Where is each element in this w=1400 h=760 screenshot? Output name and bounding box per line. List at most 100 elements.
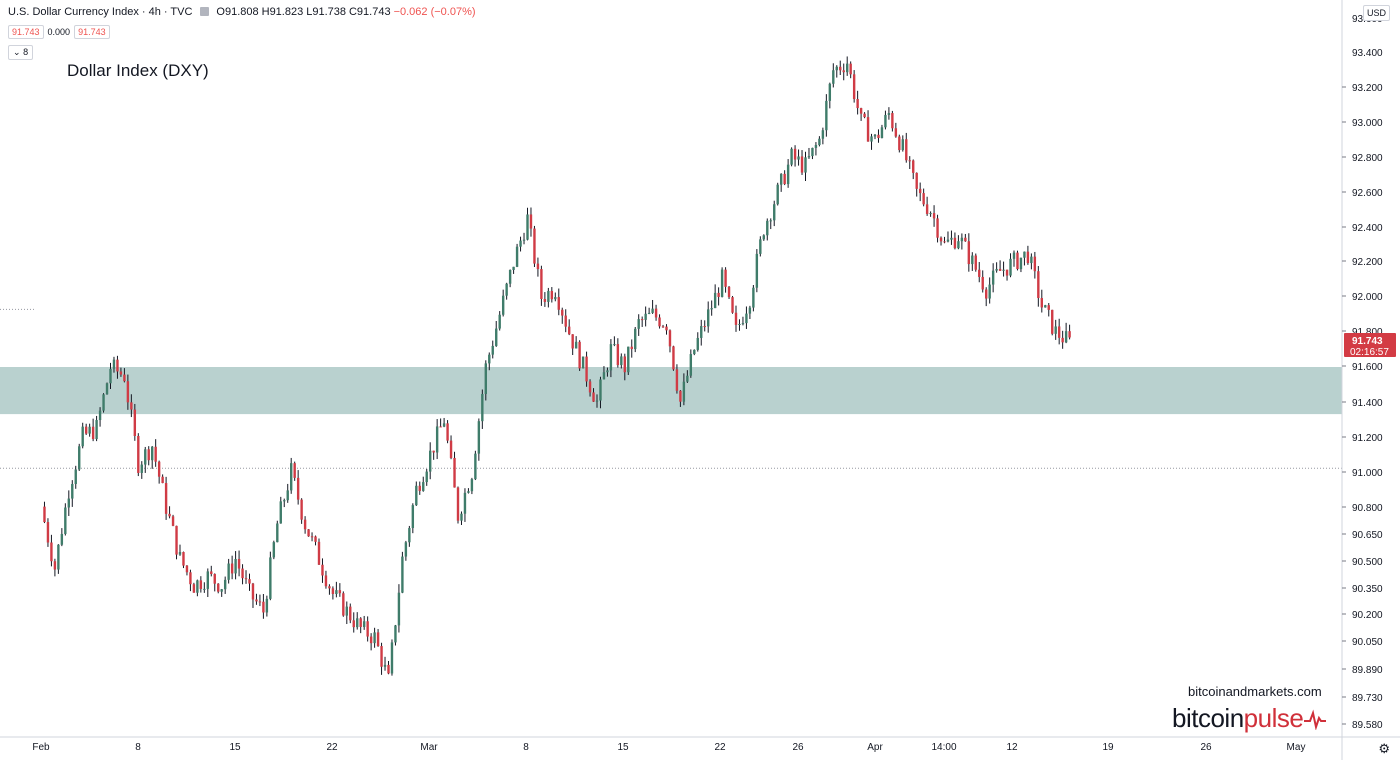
candle-body [859, 108, 863, 114]
candle-body [776, 184, 779, 205]
candle-body [57, 544, 60, 570]
candle-body [953, 237, 957, 249]
candle-body [644, 313, 647, 320]
change-value: −0.062 (−0.07%) [393, 6, 476, 18]
gear-icon[interactable]: ⚙ [1378, 741, 1390, 756]
candle-body [425, 471, 428, 483]
candle-body [786, 164, 790, 185]
candle-body [102, 394, 105, 411]
y-tick-label: 91.200 [1352, 433, 1383, 444]
candle-body [1023, 251, 1026, 258]
candle-body [1009, 258, 1012, 276]
ask-box[interactable]: 91.743 [74, 25, 110, 39]
candle-body [995, 268, 998, 271]
x-tick-label: Apr [867, 742, 883, 753]
candle-body [734, 312, 738, 325]
bid-box[interactable]: 91.743 [8, 25, 44, 39]
candle-body [1068, 331, 1071, 338]
candle-body [682, 381, 686, 402]
candle-body [769, 220, 772, 222]
candle-body [442, 423, 446, 427]
candle-body [985, 289, 988, 299]
candle-body [147, 449, 150, 461]
candle-body [439, 426, 442, 428]
candle-body [856, 99, 859, 109]
candle-body [693, 349, 696, 355]
y-tick-label: 90.500 [1352, 557, 1383, 568]
candle-body [627, 346, 630, 373]
candle-body [1012, 252, 1016, 259]
eye-icon[interactable] [200, 7, 210, 16]
candle-body [752, 287, 755, 308]
candle-body [634, 328, 637, 350]
candle-body [467, 491, 470, 493]
candle-body [578, 341, 581, 369]
x-tick-label: 22 [714, 742, 726, 753]
candle-body [981, 276, 984, 290]
candle-body [408, 528, 411, 543]
x-tick-label: 26 [1200, 742, 1212, 753]
y-tick-label: 93.400 [1352, 48, 1383, 59]
candle-body [936, 218, 939, 238]
candle-body [606, 370, 609, 373]
candle-body [696, 337, 699, 350]
candle-body [932, 213, 936, 219]
candle-body [123, 374, 126, 382]
indicator-count: 8 [23, 47, 29, 57]
candle-body [713, 292, 717, 309]
countdown-label: 02:16:57 [1350, 347, 1389, 358]
y-tick-label: 90.200 [1352, 610, 1383, 621]
candle-body [310, 536, 314, 538]
y-tick-label: 90.350 [1352, 584, 1383, 595]
candle-body [112, 359, 116, 369]
candle-body [227, 563, 230, 580]
candle-body [460, 513, 463, 521]
candle-body [873, 134, 877, 137]
x-tick-label: Feb [32, 742, 50, 753]
y-tick-label: 91.400 [1352, 398, 1383, 409]
candle-body [707, 309, 710, 327]
candle-body [1040, 298, 1043, 308]
indicators-toggle[interactable]: ⌄ 8 [8, 45, 34, 60]
candle-body [988, 284, 991, 299]
candle-body [498, 314, 501, 329]
candle-body [373, 632, 376, 644]
candle-body [411, 505, 415, 529]
x-tick-label: 14:00 [931, 742, 956, 753]
candle-body [1064, 331, 1068, 343]
candle-body [654, 308, 658, 318]
candle-body [137, 435, 140, 473]
candle-body [508, 270, 512, 284]
x-tick-label: 12 [1006, 742, 1018, 753]
candle-body [359, 618, 362, 627]
watermark-logo: bitcoinpulse [1172, 703, 1327, 734]
candle-body [67, 498, 70, 508]
candle-body [814, 145, 818, 148]
close-value: C91.743 [348, 6, 391, 18]
symbol-title[interactable]: U.S. Dollar Currency Index · 4h · TVC [8, 6, 193, 18]
candle-body [157, 461, 161, 477]
candle-body [1054, 326, 1057, 334]
currency-label[interactable]: USD [1362, 5, 1390, 21]
candle-body [540, 269, 543, 299]
candle-body [849, 63, 852, 75]
candle-body [623, 356, 626, 373]
candle-body [595, 400, 599, 402]
candle-body [918, 188, 922, 194]
candle-body [241, 568, 244, 579]
candle-body [133, 409, 137, 436]
candle-body [91, 426, 95, 440]
candle-body [852, 74, 856, 100]
candle-body [905, 139, 908, 161]
candle-body [213, 574, 216, 584]
candle-body [960, 237, 964, 242]
candle-body [189, 572, 192, 585]
candle-body [901, 139, 904, 151]
x-tick-label: 26 [792, 742, 804, 753]
chart-title: Dollar Index (DXY) [67, 61, 209, 80]
bid-ask-boxes: 91.743 0.000 91.743 [8, 25, 110, 39]
y-tick-label: 89.890 [1352, 665, 1383, 676]
candle-body [599, 379, 602, 401]
